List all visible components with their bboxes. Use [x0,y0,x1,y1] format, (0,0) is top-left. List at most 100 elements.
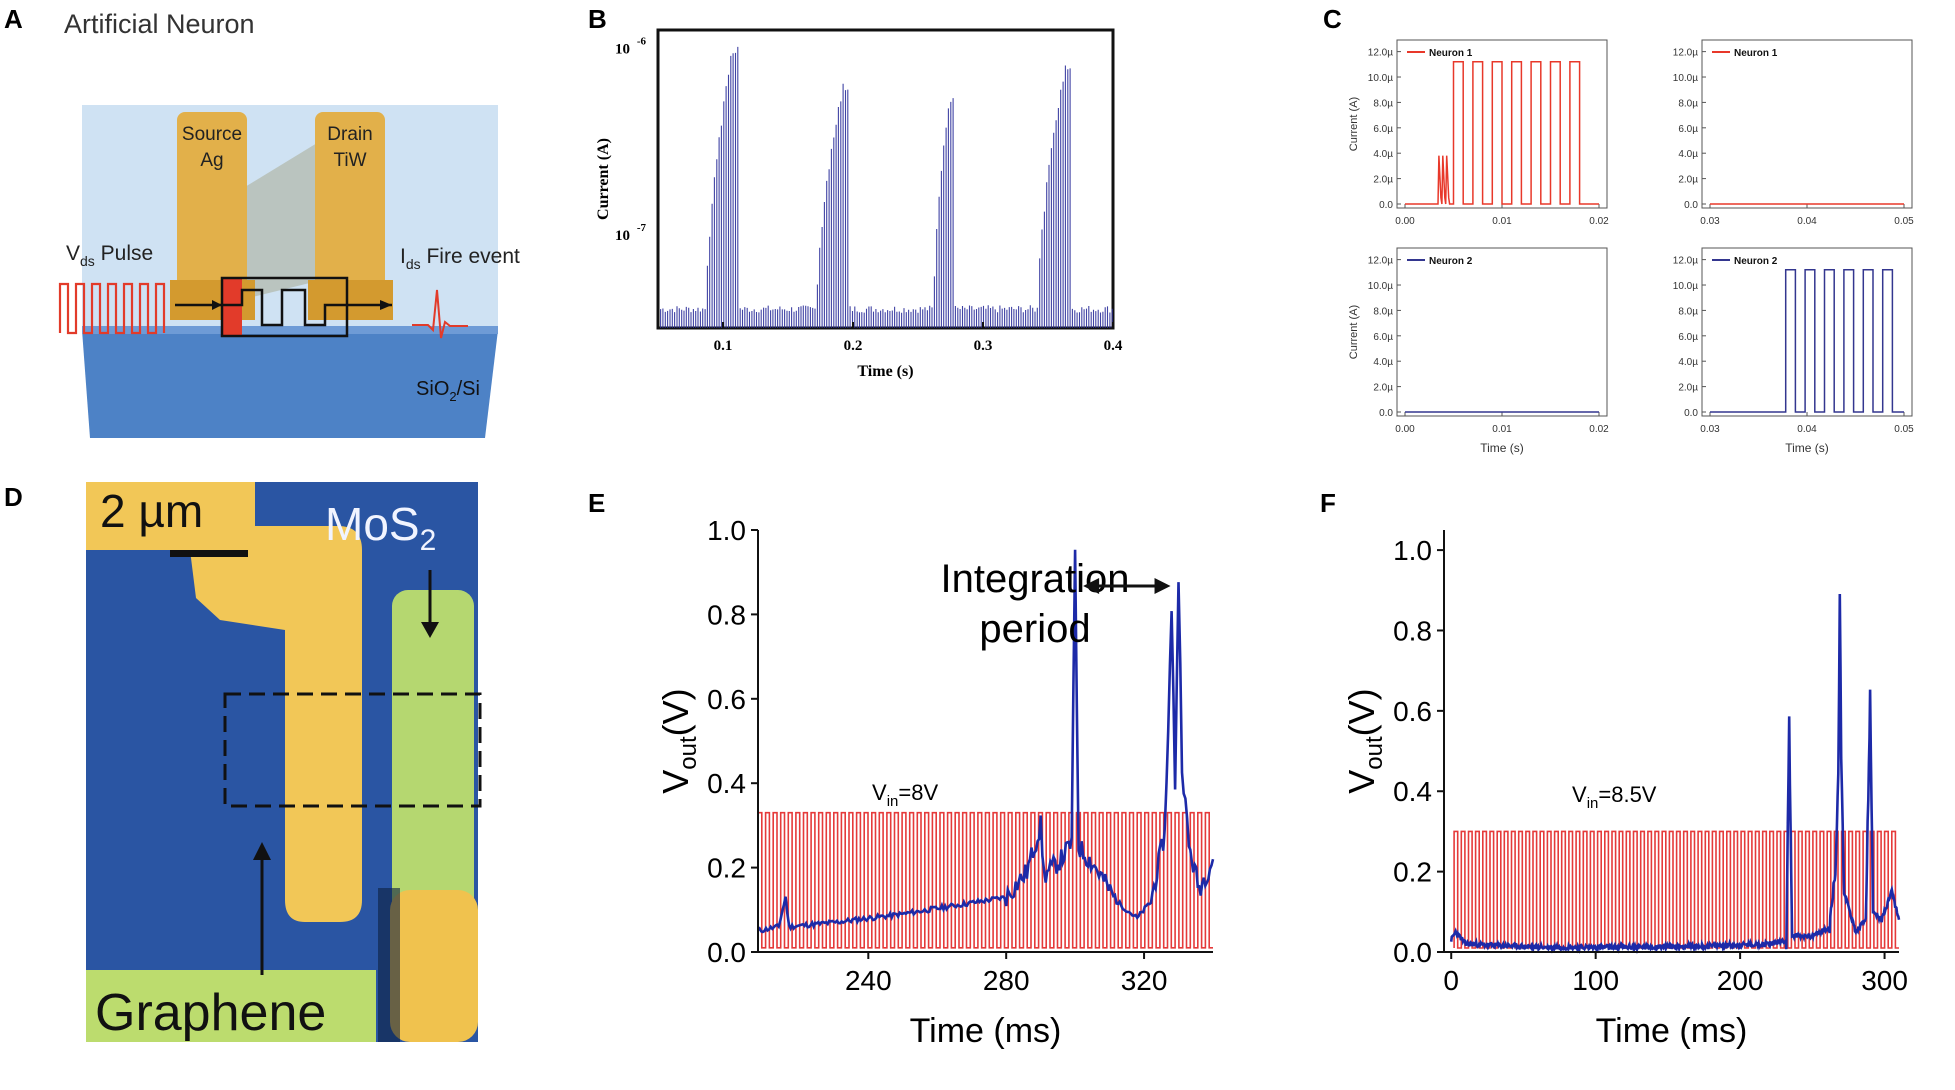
x-tick-label: 0.00 [1395,424,1415,435]
y-tick-label: 0.8 [707,599,746,630]
y-tick-label: 0.0 [1393,937,1432,968]
x-tick-label: 0 [1443,965,1459,996]
source-label: Source [182,124,242,145]
filament-block [222,278,242,336]
panel-label-e: E [588,488,606,518]
drain-label: Drain [327,124,372,145]
integration-arrow-head-right [1154,578,1171,594]
panel-label-f: F [1320,488,1336,518]
schematic-title: Artificial Neuron [64,9,255,39]
current-trace [660,46,1113,328]
dashed-region [223,692,482,808]
y-axis-label: Current (A) [1348,305,1360,359]
substrate-top-edge [82,326,498,334]
x-tick-label: 0.03 [1700,424,1720,435]
scale-text: 2 µm [100,485,203,537]
y-tick-label: 8.0µ [1678,306,1698,317]
x-tick-label: 0.01 [1492,424,1512,435]
y-tick-label: 1.0 [1393,535,1432,566]
y-axis-label: Current (A) [1348,97,1360,151]
graphene-arrow-head [253,842,271,860]
y-tick-label: 0.6 [1393,696,1432,727]
vin-label: Vin=8V [872,780,938,810]
panel-label-b: B [588,4,607,34]
y-tick-label: 4.0µ [1373,149,1393,160]
circuit-arrow-left [212,300,222,310]
y-tick-label: 2.0µ [1678,383,1698,394]
panel-label-d: D [4,482,23,512]
graphene-electrode-top [86,482,362,922]
source-electrode [177,112,247,302]
x-axis-label: Time (s) [1785,441,1829,455]
x-tick-label: 0.02 [1589,216,1609,227]
x-tick-label: 0.04 [1797,216,1817,227]
x-tick-label: 0.01 [1492,216,1512,227]
y-tick-exponent: -6 [637,36,647,48]
circuit-arrow-right [380,300,392,310]
y-tick-label: 10 [615,42,630,58]
x-tick-label: 0.2 [844,338,863,354]
x-axis-label: Time (s) [1480,441,1524,455]
output-voltage-trace [1449,593,1901,955]
x-tick-label: 300 [1861,965,1908,996]
y-tick-label: 10.0µ [1673,281,1698,292]
y-tick-label: 12.0µ [1368,256,1393,267]
y-axis-label: Vout(V) [655,688,702,793]
chart-f: 0.0 0.2 0.4 0.6 0.8 1.0 0 100 200 300 Time (ms) Vou… [1341,530,1908,1050]
legend-label: Neuron 1 [1734,48,1778,59]
input-pulse-train [757,811,1213,949]
circuit-box [220,276,349,338]
vds-label: Vds Pulse [66,242,153,269]
y-tick-label: 2.0µ [1678,175,1698,186]
output-voltage-trace [757,549,1215,934]
legend-label: Neuron 2 [1734,256,1778,267]
x-axis-label: Time (ms) [1596,1012,1748,1050]
y-tick-exponent: -7 [637,222,647,234]
integration-arrow-head-left [1083,578,1100,594]
legend-label: Neuron 1 [1429,48,1473,59]
device-micrograph: 2 µm MoS2 Graphene [86,482,482,1042]
x-tick-label: 200 [1717,965,1764,996]
y-axis-label: Current (A) [595,138,612,220]
chart-c: 0.0 2.0µ 4.0µ 6.0µ 8.0µ 10.0µ 12.0µ 0.00 0.01 0.0… [1348,39,1914,455]
subplot-frame [1701,247,1913,417]
y-tick-label: 0.4 [1393,776,1432,807]
y-tick-label: 12.0µ [1673,48,1698,59]
subplot-frame [1396,247,1608,417]
x-tick-label: 320 [1121,965,1168,996]
annotation-line-2: period [979,607,1090,651]
source-metal: Ag [200,150,223,171]
y-tick-label: 6.0µ [1373,124,1393,135]
drain-metal: TiW [333,150,366,171]
graphene-label: Graphene [95,984,326,1042]
circuit-wave [175,288,392,327]
ids-label: Ids Fire event [400,245,520,272]
y-tick-label: 0.2 [1393,857,1432,888]
graphene-strip [86,970,376,1042]
y-tick-label: 0.2 [707,853,746,884]
x-tick-label: 280 [983,965,1030,996]
y-tick-label: 12.0µ [1673,256,1698,267]
y-tick-label: 0.8 [1393,615,1432,646]
mos2-label: MoS2 [325,498,436,557]
scale-bar [170,550,248,557]
x-tick-label: 0.04 [1797,424,1817,435]
x-axis-label: Time (s) [857,363,913,380]
subplot-frame [1701,39,1913,209]
legend-label: Neuron 2 [1429,256,1473,267]
chart-b: 0.1 0.2 0.3 0.4 10 -6 10 -7 Time (s) Current (A) [595,28,1123,380]
panel-label-c: C [1323,4,1342,34]
current-trace [1405,61,1599,205]
y-tick-label: 6.0µ [1678,332,1698,343]
y-tick-label: 4.0µ [1373,357,1393,368]
y-tick-label: 8.0µ [1373,306,1393,317]
y-tick-label: 0.0 [1379,200,1393,211]
x-tick-label: 0.05 [1894,424,1914,435]
drain-electrode [315,112,385,302]
y-tick-label: 0.0 [1684,200,1698,211]
right-electrode-shadow [378,888,400,1042]
x-tick-label: 0.03 [1700,216,1720,227]
chart-e: 0.0 0.2 0.4 0.6 0.8 1.0 240 280 320 Time (ms) Vout… [655,515,1215,1050]
x-tick-label: 0.00 [1395,216,1415,227]
y-tick-label: 0.0 [1684,408,1698,419]
